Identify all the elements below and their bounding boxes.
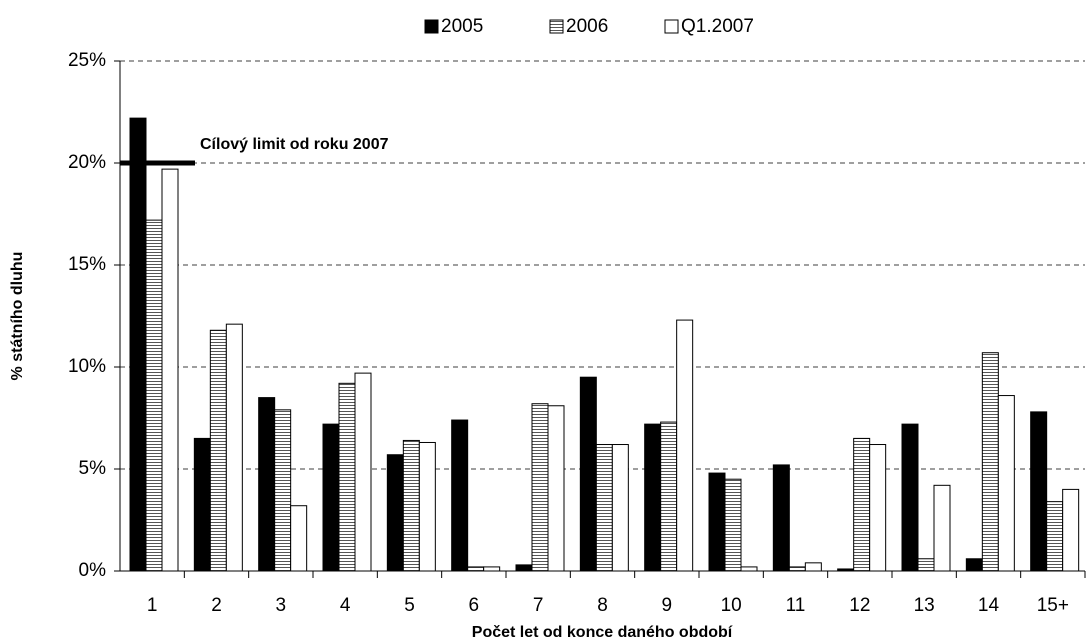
- bar: [547, 405, 565, 572]
- bar: [740, 566, 758, 572]
- bar: [418, 441, 436, 572]
- x-tick-label: 1: [147, 595, 158, 616]
- bar: [467, 566, 485, 572]
- bar: [274, 409, 292, 572]
- bar: [515, 564, 533, 572]
- bar: [483, 566, 501, 572]
- bar: [322, 423, 340, 572]
- x-tick-label: 11: [786, 595, 806, 616]
- bar: [145, 219, 163, 572]
- bar: [933, 484, 951, 572]
- y-tick-label: 15%: [68, 254, 106, 275]
- x-tick-label: 10: [721, 595, 742, 616]
- bar: [579, 376, 597, 572]
- x-tick-label: 7: [533, 595, 544, 616]
- bar: [225, 323, 243, 572]
- x-tick-label: 6: [469, 595, 480, 616]
- x-tick-label: 5: [404, 595, 415, 616]
- bar: [209, 329, 227, 572]
- bar: [451, 419, 469, 572]
- x-tick-label: 2: [211, 595, 222, 616]
- legend-swatch: [664, 19, 679, 34]
- bar: [595, 444, 613, 572]
- bar: [788, 566, 806, 572]
- bar: [193, 437, 211, 572]
- y-axis-title: % státního dluhu: [9, 252, 26, 381]
- x-tick-label: 4: [340, 595, 351, 616]
- bar: [708, 472, 726, 572]
- bar: [402, 439, 420, 572]
- bar: [804, 562, 822, 572]
- bar: [660, 421, 678, 572]
- bar: [611, 444, 629, 572]
- bar: [1062, 488, 1080, 572]
- y-tick-label: 10%: [68, 356, 106, 377]
- bar: [997, 395, 1015, 572]
- bar: [917, 558, 935, 572]
- x-tick-label: 15+: [1037, 595, 1069, 616]
- bar: [161, 168, 179, 572]
- x-tick-label: 12: [849, 595, 870, 616]
- x-tick-label: 9: [662, 595, 673, 616]
- legend-label: 2005: [441, 16, 483, 37]
- legend-swatch: [549, 19, 564, 34]
- x-tick-label: 3: [276, 595, 287, 616]
- target-label: Cílový limit od roku 2007: [200, 136, 389, 153]
- bar: [386, 454, 404, 572]
- bar: [1030, 411, 1048, 572]
- bar: [1046, 501, 1064, 572]
- bar: [354, 372, 372, 572]
- x-axis-title: Počet let od konce daného období: [472, 624, 733, 641]
- bar: [644, 423, 662, 572]
- bar: [772, 464, 790, 572]
- x-tick-label: 14: [978, 595, 1000, 616]
- bar: [129, 117, 147, 572]
- x-tick-label: 13: [914, 595, 935, 616]
- bar: [531, 403, 549, 572]
- legend-swatch: [424, 19, 439, 34]
- bar: [965, 558, 983, 572]
- bar: [724, 478, 742, 572]
- y-tick-label: 0%: [79, 560, 107, 581]
- y-tick-label: 5%: [79, 458, 107, 479]
- bar: [290, 505, 308, 572]
- y-tick-label: 25%: [68, 50, 106, 71]
- x-tick-label: 8: [597, 595, 608, 616]
- bar: [338, 382, 356, 572]
- bar: [901, 423, 919, 572]
- bar: [258, 397, 276, 572]
- legend-label: Q1.2007: [681, 16, 754, 37]
- bar: [981, 352, 999, 572]
- y-tick-label: 20%: [68, 152, 106, 173]
- bar: [869, 444, 887, 572]
- bar: [676, 319, 694, 572]
- legend-label: 2006: [566, 16, 608, 37]
- bar: [853, 437, 871, 572]
